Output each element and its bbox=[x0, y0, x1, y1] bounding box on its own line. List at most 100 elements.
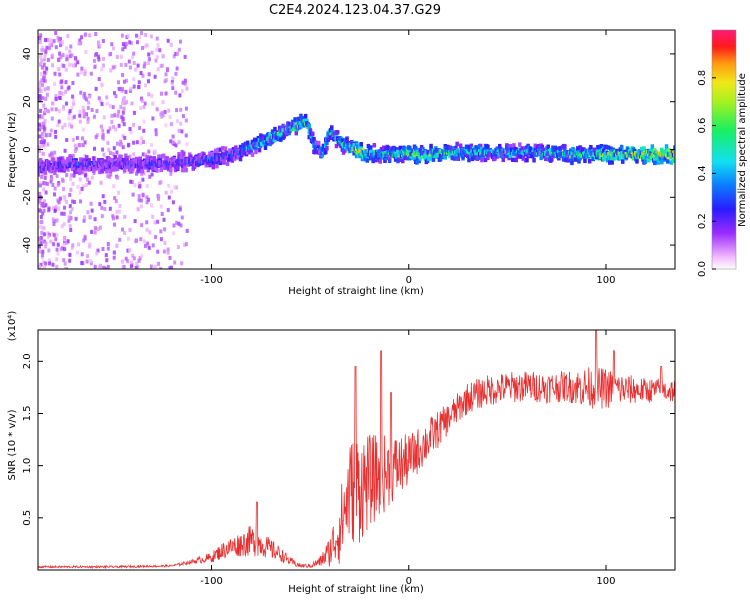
heatmap-cell bbox=[117, 109, 121, 114]
heatmap-cell bbox=[59, 55, 63, 60]
heatmap-cell bbox=[263, 145, 268, 150]
heatmap-cell bbox=[171, 134, 175, 139]
heatmap-cell bbox=[412, 156, 417, 162]
heatmap-cell bbox=[46, 86, 50, 90]
heatmap-cell bbox=[230, 158, 235, 163]
heatmap-cell bbox=[393, 157, 398, 162]
snr-x-tick-label: 0 bbox=[406, 576, 412, 587]
heatmap-cell bbox=[178, 93, 182, 98]
heatmap-cell bbox=[101, 39, 105, 43]
heatmap-cell bbox=[39, 125, 43, 130]
heatmap-cell bbox=[124, 89, 128, 94]
heatmap-cell bbox=[656, 160, 660, 165]
heatmap-cell bbox=[68, 54, 72, 59]
heatmap-cell bbox=[454, 154, 458, 159]
heatmap-cell bbox=[81, 105, 85, 110]
heatmap-cell bbox=[160, 212, 164, 216]
heatmap-cell bbox=[618, 147, 623, 152]
heatmap-cell bbox=[408, 155, 412, 161]
heatmap-cell bbox=[71, 94, 75, 99]
heatmap-cell bbox=[87, 167, 91, 172]
heatmap-cell bbox=[48, 46, 52, 51]
heatmap-cell bbox=[42, 48, 46, 53]
heatmap-cell bbox=[124, 256, 128, 261]
heatmap-cell bbox=[83, 91, 87, 96]
heatmap-cell bbox=[387, 158, 392, 163]
heatmap-cell bbox=[516, 154, 521, 159]
heatmap-cell bbox=[42, 125, 46, 130]
heatmap-cell bbox=[147, 79, 150, 84]
heatmap-cell bbox=[181, 114, 185, 119]
heatmap-cell bbox=[60, 63, 64, 68]
heatmap-cell bbox=[185, 228, 189, 233]
heatmap-cell bbox=[85, 97, 88, 102]
heatmap-cell bbox=[163, 110, 167, 114]
heatmap-cell bbox=[142, 239, 146, 244]
heatmap-cell bbox=[105, 95, 109, 100]
heatmap-cell bbox=[161, 53, 165, 58]
heatmap-cell bbox=[97, 57, 101, 62]
heatmap-cell bbox=[541, 148, 546, 153]
heatmap-cell bbox=[112, 255, 116, 260]
heatmap-cell bbox=[183, 242, 186, 247]
heatmap-cell bbox=[145, 227, 149, 232]
heatmap-cell bbox=[42, 140, 46, 145]
heatmap-cell bbox=[214, 148, 218, 154]
heatmap-cell bbox=[166, 67, 169, 71]
heatmap-cell bbox=[479, 143, 483, 149]
heatmap-cell bbox=[68, 224, 72, 229]
heatmap-cell bbox=[175, 51, 179, 56]
heatmap-cell bbox=[55, 218, 59, 223]
heatmap-cell bbox=[38, 127, 42, 132]
heatmap-cell bbox=[183, 78, 187, 83]
heatmap-cell bbox=[56, 123, 60, 128]
heatmap-cell bbox=[118, 237, 122, 242]
heatmap-cell bbox=[68, 192, 72, 197]
heatmap-cell bbox=[172, 223, 176, 228]
heatmap-cell bbox=[122, 167, 127, 173]
heatmap-cell bbox=[159, 267, 163, 269]
heatmap-cell bbox=[46, 57, 50, 62]
heatmap-cell bbox=[83, 72, 87, 77]
heatmap-cell bbox=[160, 91, 163, 96]
heatmap-cell bbox=[211, 164, 216, 170]
heatmap-cell bbox=[61, 156, 65, 161]
heatmap-cell bbox=[68, 122, 72, 127]
heatmap-cell bbox=[69, 173, 73, 178]
heatmap-cell bbox=[505, 153, 509, 159]
heatmap-cell bbox=[158, 180, 162, 185]
heatmap-cell bbox=[138, 256, 142, 261]
heatmap-cell bbox=[164, 190, 168, 195]
heatmap-cell bbox=[38, 181, 42, 186]
heatmap-cell bbox=[180, 129, 184, 134]
heatmap-cell bbox=[123, 231, 127, 235]
heatmap-cell bbox=[132, 140, 136, 145]
heatmap-cell bbox=[118, 209, 121, 214]
heatmap-cell bbox=[99, 124, 103, 129]
spectrogram-ylabel: Frequency (Hz) bbox=[7, 112, 18, 188]
heatmap-cell bbox=[113, 222, 116, 227]
heatmap-cell bbox=[526, 143, 530, 149]
heatmap-cell bbox=[130, 41, 134, 46]
heatmap-cell bbox=[59, 91, 63, 96]
heatmap-cell bbox=[485, 152, 489, 157]
heatmap-cell bbox=[62, 106, 65, 111]
heatmap-cell bbox=[232, 156, 237, 161]
heatmap-cell bbox=[68, 49, 72, 54]
heatmap-cell bbox=[660, 159, 664, 165]
colorbar-tick-label: 0.0 bbox=[697, 261, 708, 277]
heatmap-cell bbox=[129, 130, 133, 135]
heatmap-cell bbox=[106, 141, 110, 146]
heatmap-cell bbox=[78, 119, 82, 124]
heatmap-cell bbox=[132, 84, 136, 89]
heatmap-cell bbox=[540, 154, 545, 159]
heatmap-cell bbox=[77, 165, 82, 171]
heatmap-cell bbox=[87, 100, 91, 105]
heatmap-cell bbox=[51, 53, 55, 58]
snr-ylabel: SNR (10 * v/v) bbox=[7, 409, 18, 480]
heatmap-cell bbox=[81, 136, 84, 141]
heatmap-cell bbox=[175, 119, 179, 124]
heatmap-cell bbox=[69, 187, 73, 192]
heatmap-cell bbox=[116, 113, 120, 118]
heatmap-cell bbox=[57, 119, 61, 124]
